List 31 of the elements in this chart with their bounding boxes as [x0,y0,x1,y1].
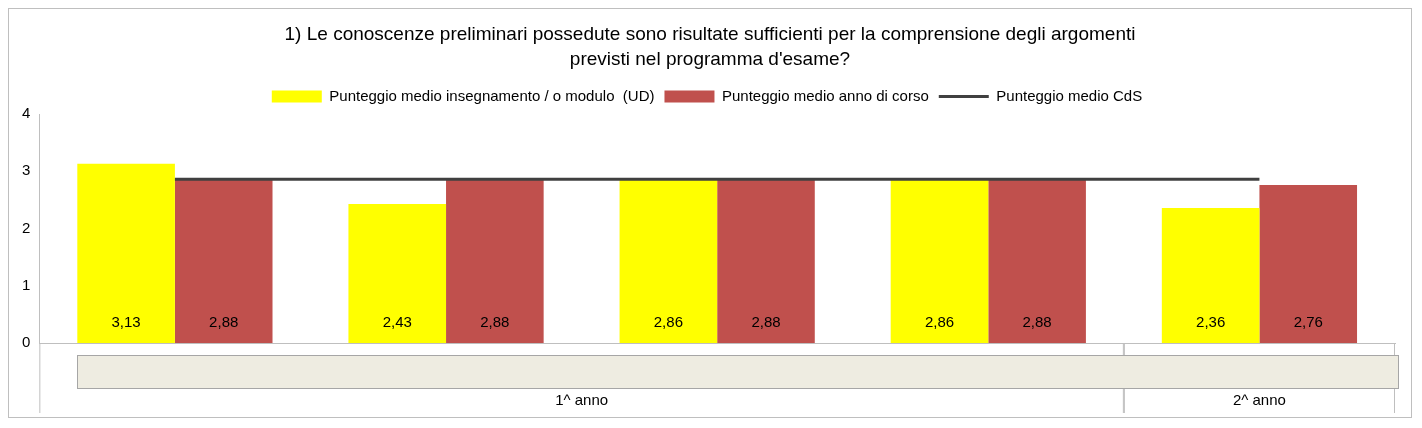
bar [1259,184,1358,343]
bar [1161,207,1260,343]
y-tick-label: 2 [22,218,31,236]
legend-label: Punteggio medio anno di corso [721,86,929,104]
bar [174,178,273,343]
y-tick-label: 3 [22,161,31,179]
y-tick-label: 0 [22,333,31,351]
bar [446,178,544,343]
bar [988,178,1086,343]
legend-label: Punteggio medio CdS [996,86,1143,104]
data-label: 3,13 [111,313,141,331]
data-label: 2,86 [924,313,955,331]
y-tick-label: 4 [22,104,31,122]
data-label: 2,88 [480,313,510,331]
bar [717,178,815,343]
chart-title: 1) Le conoscenze preliminari possedute sono risultate sufficienti per la comprensione degli argomenti previsti nel programma d'esame? [283,22,1137,71]
data-label: 2,36 [1196,313,1226,331]
data-label: 2,88 [1022,313,1052,331]
data-label: 2,76 [1293,313,1323,331]
bar [890,179,989,343]
text: 1^ anno [555,391,609,409]
bar [348,203,447,343]
legend-label: Punteggio medio insegnamento / o modulo (UD) [329,86,655,104]
data-label: 2,88 [751,313,781,331]
data-label: 2,43 [382,313,412,331]
data-label: 2,86 [653,313,683,331]
text: 2^ anno [1232,391,1286,409]
data-label: 2,88 [209,313,239,331]
y-tick-label: 1 [22,275,31,293]
bar [619,179,718,343]
bar [77,163,175,343]
